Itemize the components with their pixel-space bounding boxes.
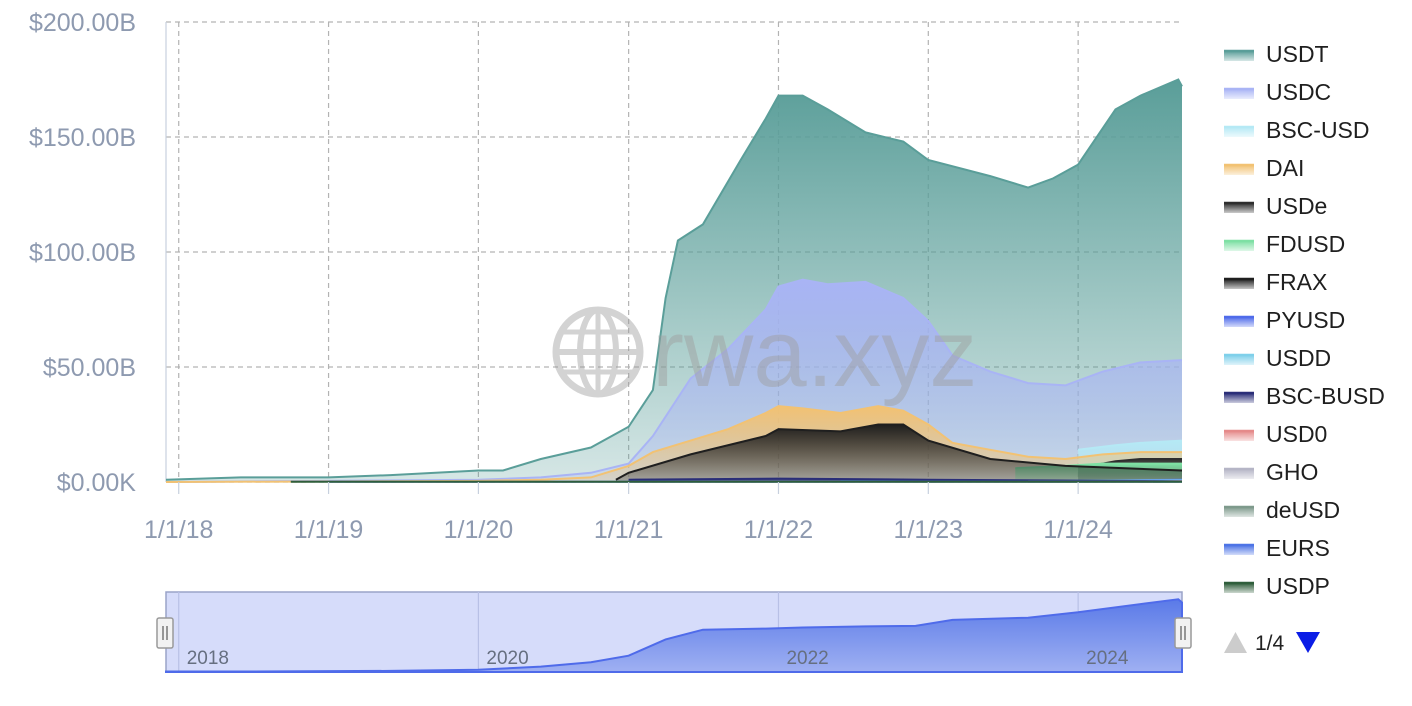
legend-label: USDT — [1266, 41, 1329, 67]
y-tick-label: $100.00B — [29, 239, 136, 267]
y-tick-label: $0.00K — [57, 469, 137, 497]
axes: $0.00K $50.00B $100.00B $150.00B $200.00B 1/1… — [29, 9, 1113, 544]
series-areas — [165, 78, 1183, 483]
legend-item-usdc[interactable]: USDC — [1224, 79, 1331, 105]
y-tick-label: $50.00B — [43, 354, 136, 382]
legend-label: deUSD — [1266, 497, 1340, 523]
legend-swatch — [1224, 543, 1254, 555]
navigator-right-handle[interactable] — [1174, 617, 1192, 649]
legend-label: GHO — [1266, 459, 1318, 485]
legend-label: USDe — [1266, 193, 1327, 219]
navigator-year-label: 2018 — [187, 648, 229, 669]
navigator-year-label: 2020 — [486, 648, 528, 669]
legend-item-eurs[interactable]: EURS — [1224, 535, 1330, 561]
legend-swatch — [1224, 581, 1254, 593]
navigator-left-handle[interactable] — [156, 617, 174, 649]
watermark-text: rwa.xyz — [652, 300, 977, 407]
range-navigator[interactable]: 2018 2020 2022 2024 — [156, 591, 1192, 673]
legend-label: USDD — [1266, 345, 1331, 371]
legend-pager: 1/4 — [1224, 632, 1320, 655]
legend-swatch — [1224, 353, 1254, 365]
legend-page-down-icon[interactable] — [1296, 632, 1320, 653]
x-tick-label: 1/1/18 — [144, 516, 214, 544]
legend-item-usdp[interactable]: USDP — [1224, 573, 1330, 599]
navigator-series-area — [165, 598, 1183, 673]
y-tick-label: $150.00B — [29, 124, 136, 152]
legend-swatch — [1224, 429, 1254, 441]
series-line-usdt[interactable] — [165, 78, 1183, 481]
legend-swatch — [1224, 49, 1254, 61]
series-line-bsc-busd[interactable] — [628, 477, 1183, 483]
x-tick-label: 1/1/20 — [444, 516, 514, 544]
legend-page-up-icon[interactable] — [1224, 632, 1247, 653]
legend-swatch — [1224, 467, 1254, 479]
legend-swatch — [1224, 315, 1254, 327]
legend-label: DAI — [1266, 155, 1304, 181]
legend-item-deusd[interactable]: deUSD — [1224, 497, 1340, 523]
rwa-watermark: rwa.xyz — [552, 300, 977, 407]
legend-swatch — [1224, 125, 1254, 137]
legend-page-indicator: 1/4 — [1255, 632, 1285, 655]
legend-item-dai[interactable]: DAI — [1224, 155, 1304, 181]
legend-swatch — [1224, 277, 1254, 289]
legend-item-usdt[interactable]: USDT — [1224, 41, 1329, 67]
series-line-frax[interactable] — [615, 423, 1183, 481]
x-tick-label: 1/1/23 — [894, 516, 964, 544]
legend-label: FRAX — [1266, 269, 1327, 295]
legend-item-fdusd[interactable]: FDUSD — [1224, 231, 1345, 257]
legend-label: BSC-USD — [1266, 117, 1370, 143]
x-tick-label: 1/1/22 — [744, 516, 814, 544]
x-tick-label: 1/1/19 — [294, 516, 364, 544]
legend-swatch — [1224, 505, 1254, 517]
legend-swatch — [1224, 239, 1254, 251]
legend-label: EURS — [1266, 535, 1330, 561]
legend-item-pyusd[interactable]: PYUSD — [1224, 307, 1345, 333]
navigator-year-label: 2024 — [1086, 648, 1129, 669]
legend-swatch — [1224, 201, 1254, 213]
series-line-bsc-usd[interactable] — [1077, 439, 1183, 451]
legend-label: FDUSD — [1266, 231, 1345, 257]
legend-item-usd0[interactable]: USD0 — [1224, 421, 1327, 447]
x-tick-label: 1/1/21 — [594, 516, 664, 544]
legend-item-frax[interactable]: FRAX — [1224, 269, 1327, 295]
y-tick-label: $200.00B — [29, 9, 136, 37]
legend-item-bsc-busd[interactable]: BSC-BUSD — [1224, 383, 1385, 409]
legend-item-gho[interactable]: GHO — [1224, 459, 1318, 485]
legend-swatch — [1224, 391, 1254, 403]
legend-label: BSC-BUSD — [1266, 383, 1385, 409]
legend-item-usdd[interactable]: USDD — [1224, 345, 1331, 371]
legend-swatch — [1224, 163, 1254, 175]
navigator-year-label: 2022 — [786, 648, 828, 669]
globe-icon — [552, 306, 644, 398]
legend-item-bsc-usd[interactable]: BSC-USD — [1224, 117, 1370, 143]
legend-label: USDC — [1266, 79, 1331, 105]
legend-label: USD0 — [1266, 421, 1327, 447]
series-line-dai[interactable] — [165, 405, 1182, 483]
x-tick-label: 1/1/24 — [1043, 516, 1113, 544]
legend-label: USDP — [1266, 573, 1330, 599]
navigator-labels: 2018 2020 2022 2024 — [187, 648, 1129, 669]
legend-swatch — [1224, 87, 1254, 99]
legend-label: PYUSD — [1266, 307, 1345, 333]
legend: USDT USDC BSC-USD DAI USDe FDUSD FRAX PYUSD USDD… — [1224, 41, 1385, 599]
legend-item-usde[interactable]: USDe — [1224, 193, 1327, 219]
series-line-usdc[interactable] — [165, 278, 1183, 483]
